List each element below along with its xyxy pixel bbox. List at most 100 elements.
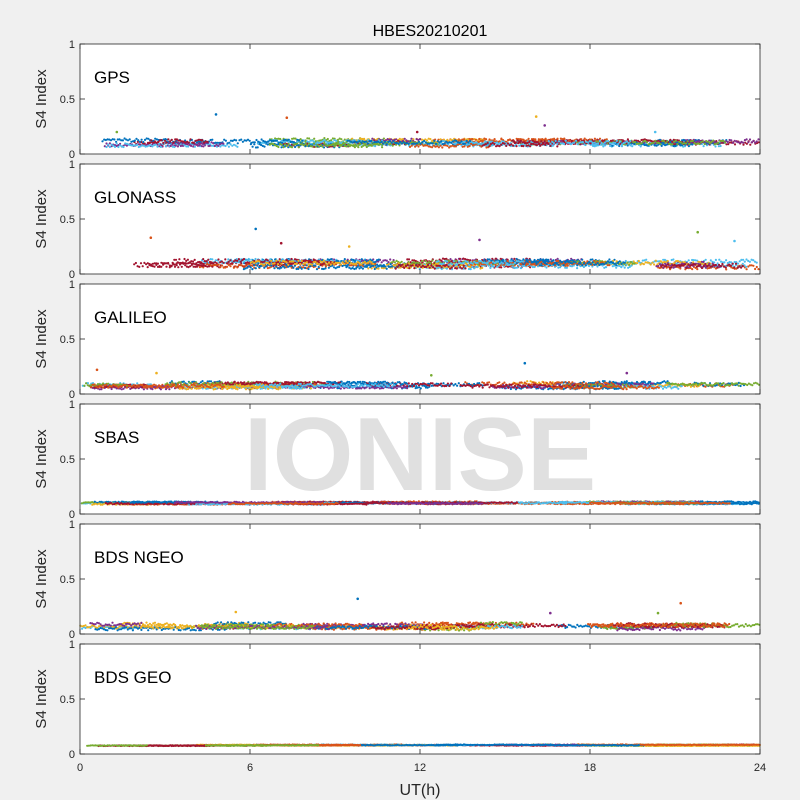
data-point: [563, 142, 566, 146]
data-point: [240, 138, 243, 141]
data-point: [515, 145, 518, 148]
data-point: [458, 257, 462, 260]
data-point: [317, 265, 320, 269]
data-point: [696, 268, 699, 271]
data-point: [248, 139, 251, 142]
data-point: [633, 140, 637, 144]
data-point: [666, 259, 669, 263]
data-point: [263, 266, 266, 269]
data-point: [200, 261, 203, 264]
data-point: [557, 263, 560, 266]
data-point: [468, 145, 471, 148]
data-point: [277, 145, 280, 149]
data-point: [465, 139, 468, 142]
data-point: [505, 144, 508, 147]
data-point: [410, 144, 413, 147]
data-point: [267, 140, 270, 143]
data-point: [653, 263, 656, 266]
data-point: [536, 265, 540, 268]
data-point: [587, 264, 591, 267]
data-point: [371, 137, 374, 140]
data-point: [473, 267, 476, 270]
data-point: [461, 138, 464, 141]
data-point: [560, 139, 563, 142]
data-point: [314, 260, 317, 263]
data-point: [318, 139, 321, 142]
data-point: [341, 261, 344, 264]
data-point: [559, 266, 562, 269]
data-point: [479, 260, 483, 263]
data-point: [310, 263, 314, 266]
data-point: [598, 139, 601, 142]
data-point: [574, 139, 578, 142]
data-point: [308, 137, 311, 140]
data-point: [385, 267, 388, 270]
data-point: [153, 265, 156, 268]
data-point: [290, 257, 293, 261]
data-point: [406, 263, 409, 266]
chart-title: HBES20210201: [373, 23, 488, 40]
data-point: [592, 144, 595, 148]
data-point: [603, 139, 606, 142]
data-point: [739, 384, 742, 388]
data-point: [533, 265, 536, 269]
data-point: [613, 262, 616, 265]
data-point: [519, 267, 523, 270]
data-point: [313, 142, 316, 145]
data-point: [554, 139, 557, 142]
data-point: [740, 266, 743, 269]
data-point: [331, 261, 334, 264]
data-point: [277, 137, 280, 140]
data-point: [670, 266, 673, 269]
data-point: [374, 260, 377, 263]
data-point: [374, 145, 377, 148]
data-point: [615, 139, 618, 142]
data-point: [438, 264, 441, 267]
data-point: [372, 262, 375, 265]
data-point: [370, 261, 373, 264]
data-point: [516, 266, 519, 269]
data-point: [611, 139, 614, 142]
data-point: [620, 262, 623, 265]
data-point: [620, 145, 624, 148]
data-point: [429, 261, 432, 265]
data-point: [694, 263, 697, 266]
data-point: [326, 263, 329, 266]
data-point: [598, 137, 602, 140]
data-point: [486, 261, 489, 264]
data-point: [182, 262, 185, 265]
data-point: [593, 137, 597, 140]
data-point: [383, 140, 387, 143]
data-point: [733, 266, 736, 269]
data-point: [469, 259, 472, 262]
data-point: [358, 261, 361, 264]
data-point: [314, 264, 317, 267]
data-point: [128, 138, 131, 141]
data-point: [733, 143, 737, 146]
data-point: [580, 138, 583, 141]
data-point: [360, 263, 363, 266]
data-point: [338, 137, 341, 140]
data-point: [562, 139, 565, 142]
data-point: [324, 261, 327, 264]
data-point: [573, 141, 576, 144]
data-point: [343, 262, 346, 266]
data-point: [285, 258, 288, 261]
data-point: [287, 263, 290, 266]
data-point: [396, 265, 399, 268]
outlier-point: [254, 227, 257, 231]
data-point: [736, 262, 740, 265]
data-point: [177, 266, 180, 269]
data-point: [224, 144, 227, 148]
data-point: [297, 259, 300, 262]
data-point: [305, 261, 308, 264]
data-point: [227, 260, 230, 263]
data-point: [339, 263, 342, 266]
data-point: [467, 141, 470, 144]
data-point: [387, 261, 390, 264]
data-point: [244, 264, 247, 267]
data-point: [400, 260, 403, 263]
data-point: [108, 145, 111, 149]
